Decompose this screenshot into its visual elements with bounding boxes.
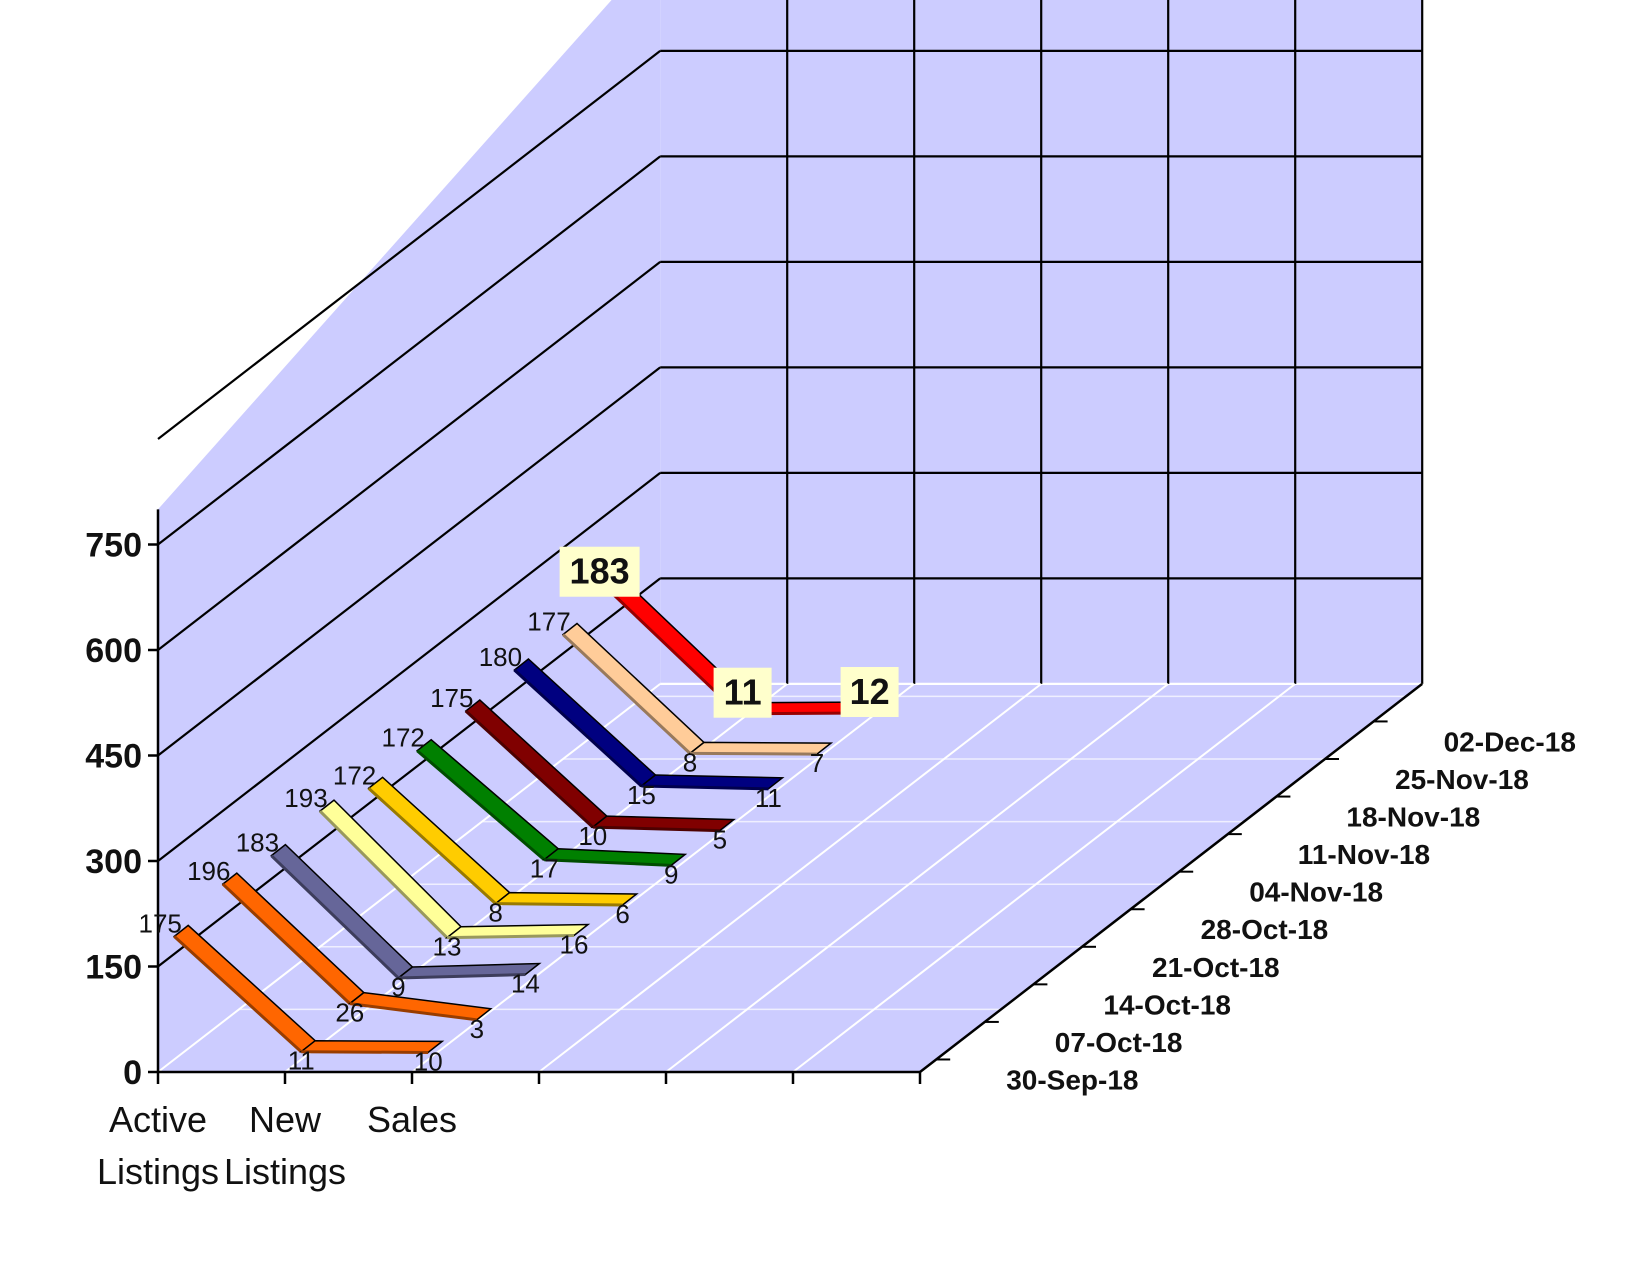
series-edge	[398, 973, 526, 980]
series-ribbon	[367, 776, 639, 907]
depth-axis-label: 02-Dec-18	[1444, 726, 1576, 757]
data-label: 175	[430, 683, 473, 713]
depth-axis-label: 07-Oct-18	[1055, 1027, 1183, 1058]
series-edge	[689, 751, 818, 756]
series-ribbon	[464, 699, 736, 833]
data-label: 15	[627, 780, 656, 810]
series-edge	[221, 882, 351, 1005]
data-label: 183	[236, 828, 279, 858]
data-label: 193	[284, 783, 327, 813]
depth-axis-label: 30-Sep-18	[1006, 1064, 1138, 1095]
series-ribbon	[270, 843, 542, 980]
y-tick-label: 300	[85, 843, 142, 881]
chart-side-wall	[158, 0, 661, 1072]
data-label: 183	[570, 551, 630, 592]
data-label: 12	[850, 671, 890, 712]
side-wall-gridline	[157, 50, 661, 440]
depth-axis-label: 21-Oct-18	[1152, 952, 1280, 983]
series-edge	[367, 787, 497, 905]
series-ribbon	[561, 622, 834, 756]
data-label: 9	[391, 972, 405, 1002]
side-wall-gridline	[157, 472, 661, 862]
series-ribbon	[221, 872, 493, 1022]
data-label: 6	[615, 899, 629, 929]
series-edge	[270, 854, 400, 980]
side-wall-gridline	[157, 155, 661, 546]
series-edge	[513, 668, 643, 788]
data-label: 11	[288, 1046, 315, 1076]
data-label: 5	[713, 825, 727, 855]
y-tick-label: 450	[85, 738, 142, 776]
x-category-label: Sales	[367, 1099, 457, 1140]
data-label: 177	[527, 607, 570, 637]
depth-axis-label: 18-Nov-18	[1346, 802, 1480, 833]
depth-axis-line	[919, 682, 1423, 1073]
series-ribbon	[513, 658, 785, 791]
y-tick-label: 750	[85, 527, 142, 565]
x-category-label: New	[249, 1099, 322, 1140]
side-wall-gridline	[157, 261, 661, 651]
data-label-box	[559, 546, 640, 597]
floor-gridline	[538, 683, 1042, 1073]
y-tick-label: 0	[123, 1054, 142, 1092]
depth-axis-label: 25-Nov-18	[1395, 764, 1529, 795]
data-label: 175	[139, 908, 182, 938]
depth-axis-label: 11-Nov-18	[1298, 839, 1430, 870]
data-label: 180	[479, 642, 522, 672]
series-edge	[416, 749, 546, 861]
floor-gridline	[411, 683, 915, 1073]
data-label: 16	[560, 930, 589, 960]
floor-gridline	[792, 683, 1296, 1073]
data-label-box	[840, 667, 899, 717]
data-label: 26	[335, 998, 364, 1028]
depth-axis-label: 28-Oct-18	[1201, 914, 1329, 945]
data-label: 11	[755, 783, 782, 813]
depth-axis-label: 04-Nov-18	[1249, 877, 1383, 908]
data-label: 10	[578, 821, 607, 851]
data-label: 14	[511, 969, 540, 999]
data-label: 10	[414, 1046, 443, 1076]
y-tick-label: 600	[85, 632, 142, 670]
series-edge	[318, 809, 449, 939]
series-edge	[592, 825, 720, 833]
series-edge	[446, 934, 575, 940]
y-tick-label: 150	[85, 949, 142, 987]
data-label: 3	[470, 1014, 484, 1044]
series-edge	[173, 935, 303, 1053]
floor-gridline	[665, 683, 1169, 1073]
series-edge	[544, 858, 672, 867]
depth-axis-label: 14-Oct-18	[1103, 989, 1231, 1020]
x-category-label: Active	[109, 1099, 207, 1140]
series-edge	[495, 902, 623, 907]
x-category-label: Listings	[224, 1151, 346, 1192]
series-ribbon	[416, 738, 688, 867]
series-edge	[464, 709, 594, 829]
data-label: 196	[187, 856, 230, 886]
data-label: 11	[724, 672, 762, 713]
x-category-label: Listings	[97, 1151, 219, 1192]
series-edge	[641, 784, 769, 791]
data-label: 172	[382, 723, 425, 753]
series-edge	[349, 1002, 477, 1022]
data-label: 8	[683, 747, 697, 777]
series-edge	[561, 633, 692, 755]
series-edge	[301, 1050, 429, 1054]
series-ribbon	[318, 799, 591, 940]
data-label: 13	[433, 932, 462, 962]
data-label: 17	[530, 854, 559, 884]
data-label: 172	[333, 760, 376, 790]
series-ribbon	[173, 924, 445, 1054]
data-label-box	[713, 667, 772, 718]
data-label: 8	[488, 898, 502, 928]
data-label: 7	[810, 748, 824, 778]
side-wall-gridline	[157, 366, 661, 757]
data-label: 9	[664, 859, 678, 889]
